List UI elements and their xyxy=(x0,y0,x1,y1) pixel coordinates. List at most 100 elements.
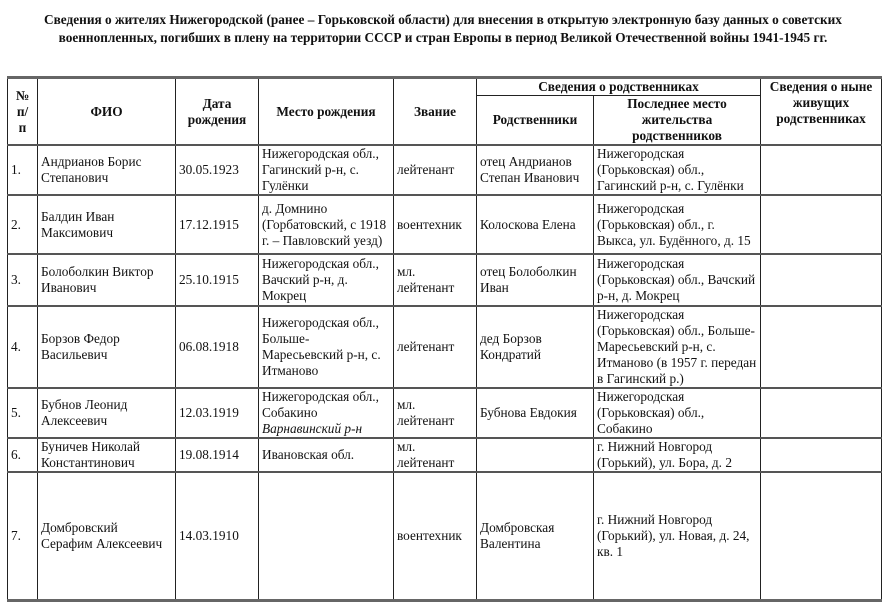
table-row: 6. Буничев Николай Константинович 19.08.19… xyxy=(7,437,883,473)
header-relatives: Родственники xyxy=(476,95,594,146)
table-row: 7. Домбровский Серафим Алексеевич 14.03.19… xyxy=(7,471,883,602)
residence-cell-text: Нижегородская (Горьковская) обл., Гагинс… xyxy=(597,146,744,193)
residence-cell-text: г. Нижний Новгород (Горький), ул. Бора, … xyxy=(597,439,732,470)
rank-cell: мл. лейтенант xyxy=(393,437,477,473)
rank-cell: воентехник xyxy=(393,471,477,602)
rank-cell: мл. лейтенант xyxy=(393,387,477,439)
birth-date-cell-text: 30.05.1923 xyxy=(179,162,239,177)
fio-cell: Балдин Иван Максимович xyxy=(37,194,176,255)
relatives-cell: Домбровская Валентина xyxy=(476,471,594,602)
birth-date-cell: 17.12.1915 xyxy=(175,194,259,255)
row-number: 2. xyxy=(7,194,38,255)
rank-cell-text: воентехник xyxy=(397,527,462,543)
living-relatives-cell xyxy=(760,437,883,473)
birth-date-cell: 14.03.1910 xyxy=(175,471,259,602)
living-relatives-cell xyxy=(760,471,883,602)
relatives-cell xyxy=(476,437,594,473)
birth-place-cell: Ивановская обл. xyxy=(258,437,394,473)
relatives-cell: дед Борзов Кондратий xyxy=(476,305,594,389)
rank-cell: лейтенант xyxy=(393,144,477,196)
living-relatives-cell xyxy=(760,194,883,255)
table-row: 2. Балдин Иван Максимович 17.12.1915 д. Дом… xyxy=(7,194,883,255)
living-relatives-cell xyxy=(760,253,883,307)
birth-date-cell: 25.10.1915 xyxy=(175,253,259,307)
relatives-cell-text: отец Болоболкин Иван xyxy=(480,264,577,295)
birth-date-cell: 30.05.1923 xyxy=(175,144,259,196)
living-relatives-cell xyxy=(760,387,883,439)
header-relatives-group: Сведения о родственниках xyxy=(475,76,762,96)
residence-cell: г. Нижний Новгород (Горький), ул. Бора, … xyxy=(592,437,762,473)
rank-cell: мл. лейтенант xyxy=(393,253,477,307)
fio-cell: Болоболкин Виктор Иванович xyxy=(37,253,176,307)
birth-place-cell-text: Ивановская обл. xyxy=(262,447,355,462)
fio-cell: Борзов Федор Васильевич xyxy=(37,305,176,389)
fio-cell-text: Бубнов Леонид Алексеевич xyxy=(41,397,128,428)
header-rank: Звание xyxy=(393,76,477,146)
prisoners-table: № п/п ФИО Дата рождения Место рождения З… xyxy=(7,76,883,602)
birth-place-cell: д. Домнино (Горбатовский, с 1918 г. – Па… xyxy=(258,194,394,255)
relatives-cell: отец Андрианов Степан Иванович xyxy=(476,144,594,196)
birth-place-cell: Нижегородская обл., Гагинский р-н, с. Гу… xyxy=(258,144,394,196)
header-relatives-residence: Последнее место жительства родственников xyxy=(592,95,762,146)
birth-date-cell-text: 17.12.1915 xyxy=(179,216,239,232)
relatives-cell-text: отец Андрианов Степан Иванович xyxy=(480,154,580,185)
birth-date-cell: 06.08.1918 xyxy=(175,305,259,389)
residence-cell: Нижегородская (Горьковская) обл., Вачски… xyxy=(592,253,762,307)
row-number-text: 4. xyxy=(11,339,21,354)
row-number-text: 7. xyxy=(11,527,21,543)
fio-cell-text: Борзов Федор Васильевич xyxy=(41,331,120,362)
residence-cell: Нижегородская (Горьковская) обл., г. Вык… xyxy=(592,194,762,255)
birth-place-cell: Нижегородская обл., Больше-Маресьевский … xyxy=(258,305,394,389)
residence-cell: Нижегородская (Горьковская) обл., Больше… xyxy=(592,305,762,389)
rank-cell-text: мл. лейтенант xyxy=(397,397,455,428)
fio-cell-text: Буничев Николай Константинович xyxy=(41,439,141,470)
birth-date-cell: 12.03.1919 xyxy=(175,387,259,439)
rank-cell: лейтенант xyxy=(393,305,477,389)
residence-cell: г. Нижний Новгород (Горький), ул. Новая,… xyxy=(592,471,762,602)
birth-place-cell: Нижегородская обл., Собакино Варнавинский… xyxy=(258,387,394,439)
birth-place-cell xyxy=(258,471,394,602)
residence-cell-text: Нижегородская (Горьковская) обл., Больше… xyxy=(597,307,757,386)
birth-date-cell-text: 14.03.1910 xyxy=(179,527,239,543)
row-number: 1. xyxy=(7,144,38,196)
row-number: 3. xyxy=(7,253,38,307)
rank-cell-text: воентехник xyxy=(397,216,462,232)
birth-place-cell: Нижегородская обл., Вачский р-н, д. Мокр… xyxy=(258,253,394,307)
fio-cell: Буничев Николай Константинович xyxy=(37,437,176,473)
row-number: 6. xyxy=(7,437,38,473)
birth-place-note: Варнавинский р-н xyxy=(262,421,363,436)
relatives-cell-text: Домбровская Валентина xyxy=(480,519,555,551)
birth-date-cell-text: 12.03.1919 xyxy=(179,405,239,420)
birth-date-cell-text: 06.08.1918 xyxy=(179,339,239,354)
table-row: 4. Борзов Федор Васильевич 06.08.1918 Нижег… xyxy=(7,305,883,389)
residence-cell-text: Нижегородская (Горьковская) обл., г. Вык… xyxy=(597,200,751,248)
row-number-text: 5. xyxy=(11,405,21,420)
document-title: Сведения о жителях Нижегородской (ранее … xyxy=(44,12,842,45)
relatives-cell-text: Бубнова Евдокия xyxy=(480,405,577,420)
row-number-text: 3. xyxy=(11,272,21,287)
table-row: 3. Болоболкин Виктор Иванович 25.10.1915 Ни… xyxy=(7,253,883,307)
fio-cell-text: Домбровский Серафим Алексеевич xyxy=(41,519,163,551)
relatives-cell-text: Колоскова Елена xyxy=(480,216,576,232)
birth-date-cell: 19.08.1914 xyxy=(175,437,259,473)
birth-place-cell-text: Нижегородская обл., Больше-Маресьевский … xyxy=(262,315,381,378)
residence-cell-text: Нижегородская (Горьковская) обл., Вачски… xyxy=(597,256,756,303)
rank-cell-text: лейтенант xyxy=(397,162,455,177)
residence-cell: Нижегородская (Горьковская) обл., Гагинс… xyxy=(592,144,762,196)
table-row: 1. Андрианов Борис Степанович 30.05.1923 Ни… xyxy=(7,144,883,196)
fio-cell-text: Балдин Иван Максимович xyxy=(41,208,115,240)
header-birth-date: Дата рождения xyxy=(175,76,259,146)
fio-cell: Домбровский Серафим Алексеевич xyxy=(37,471,176,602)
relatives-cell: отец Болоболкин Иван xyxy=(476,253,594,307)
residence-cell-text: г. Нижний Новгород (Горький), ул. Новая,… xyxy=(597,511,750,559)
birth-date-cell-text: 25.10.1915 xyxy=(179,272,239,287)
row-number: 5. xyxy=(7,387,38,439)
fio-cell: Бубнов Леонид Алексеевич xyxy=(37,387,176,439)
rank-cell-text: мл. лейтенант xyxy=(397,439,455,470)
row-number-text: 2. xyxy=(11,216,21,232)
row-number: 7. xyxy=(7,471,38,602)
header-birth-place: Место рождения xyxy=(258,76,394,146)
row-number-text: 1. xyxy=(11,162,21,177)
residence-cell-text: Нижегородская (Горьковская) обл., Собаки… xyxy=(597,389,705,436)
relatives-cell: Колоскова Елена xyxy=(476,194,594,255)
